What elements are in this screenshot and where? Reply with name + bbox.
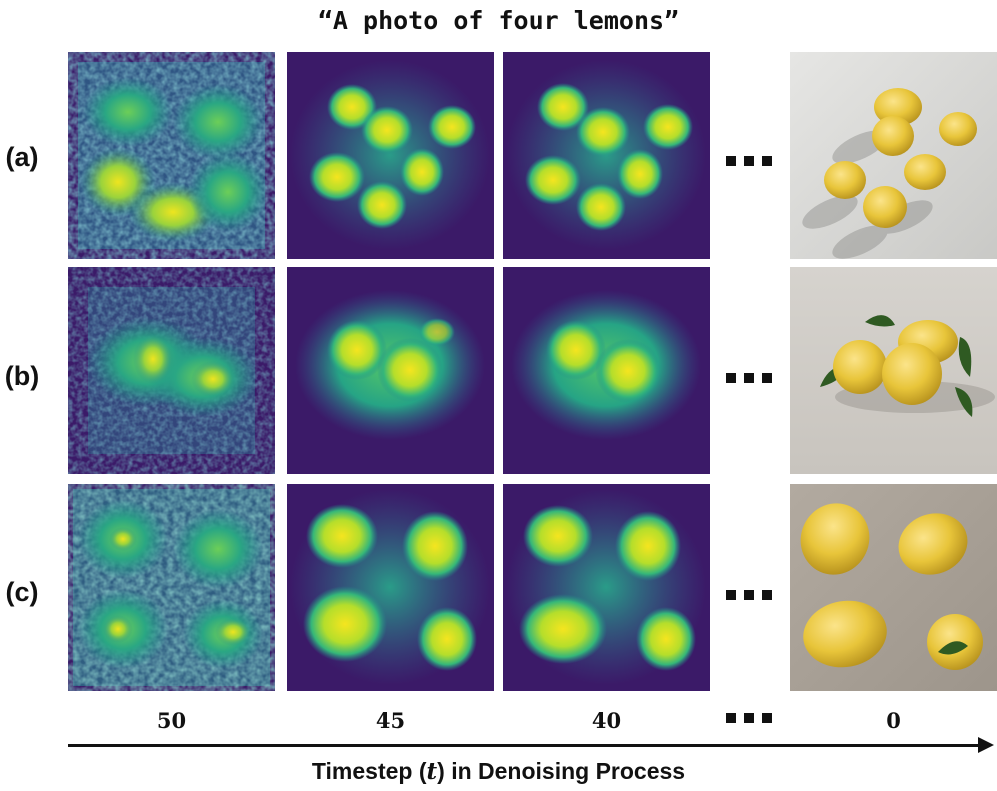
arrow-right-icon xyxy=(978,737,994,753)
attention-map-row-b-t50 xyxy=(68,267,275,474)
timestep-label-0: 0 xyxy=(886,708,901,733)
generated-image-row-b xyxy=(790,267,997,474)
row-label-a: (a) xyxy=(5,142,39,172)
attention-map-row-c-t40 xyxy=(503,484,710,691)
ellipsis-timestep xyxy=(726,713,772,723)
ellipsis-row-a xyxy=(726,156,772,166)
ellipsis-row-c xyxy=(726,590,772,600)
axis-label-suffix: ) in Denoising Process xyxy=(437,758,686,784)
axis-label: Timestep (t) in Denoising Process xyxy=(0,758,997,785)
attention-map-row-b-t45 xyxy=(287,267,494,474)
attention-map-row-a-t50 xyxy=(68,52,275,259)
timestep-label-45: 45 xyxy=(375,708,406,733)
axis-label-variable: t xyxy=(426,758,438,785)
axis-label-prefix: Timestep ( xyxy=(311,758,427,784)
figure-title: “A photo of four lemons” xyxy=(317,6,680,35)
attention-map-row-a-t40 xyxy=(503,52,710,259)
row-label-c: (c) xyxy=(5,577,39,607)
ellipsis-row-b xyxy=(726,373,772,383)
timestep-axis-line xyxy=(68,744,980,747)
attention-map-row-a-t45 xyxy=(287,52,494,259)
attention-map-row-c-t50 xyxy=(68,484,275,691)
attention-map-row-b-t40 xyxy=(503,267,710,474)
generated-image-row-a xyxy=(790,52,997,259)
row-label-b: (b) xyxy=(4,361,40,391)
generated-image-row-c xyxy=(790,484,997,691)
timestep-label-50: 50 xyxy=(156,708,187,733)
attention-map-row-c-t45 xyxy=(287,484,494,691)
timestep-label-40: 40 xyxy=(591,708,622,733)
